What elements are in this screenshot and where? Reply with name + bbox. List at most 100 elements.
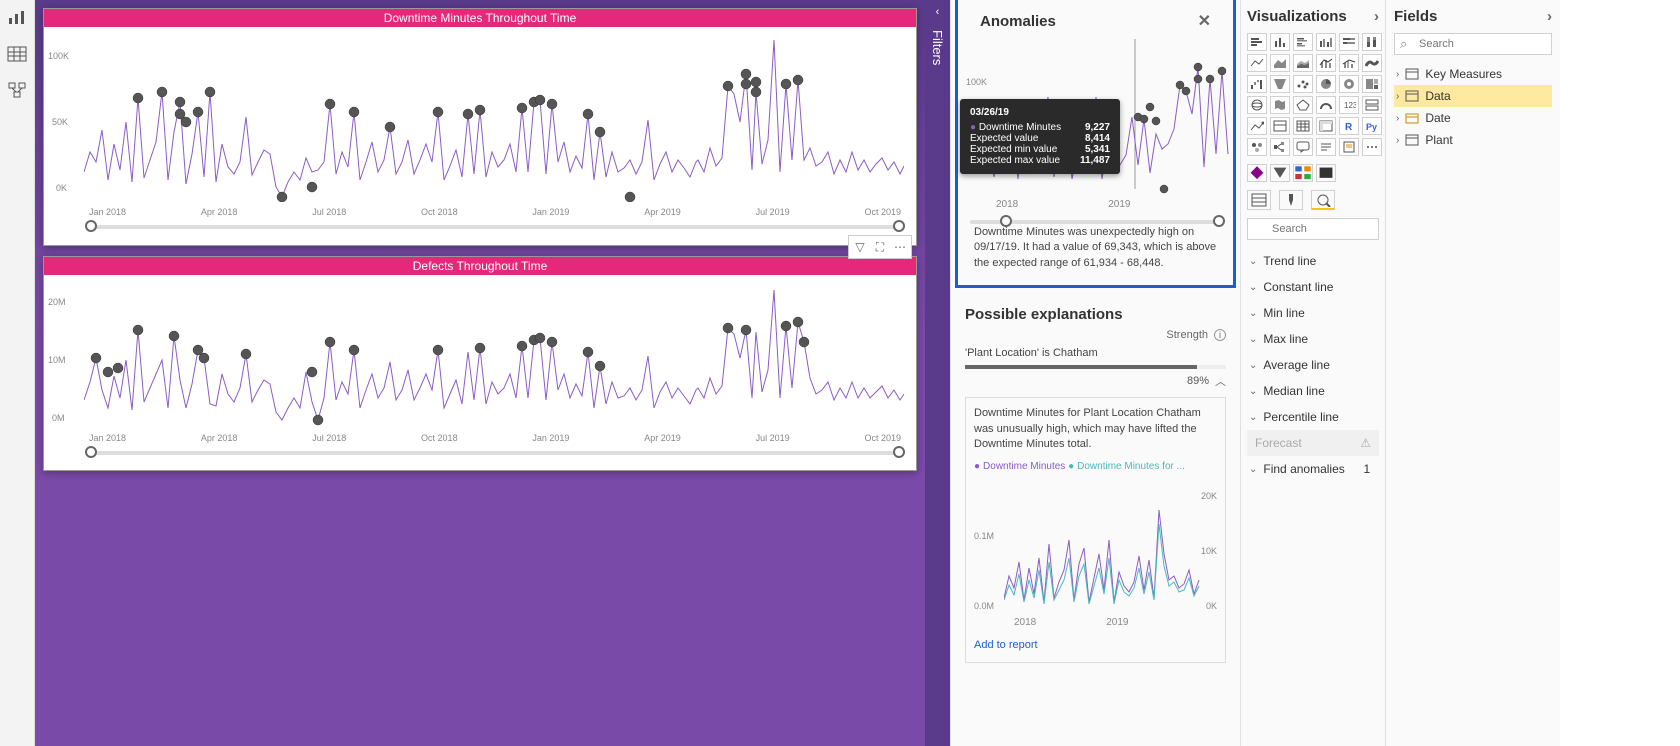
constant-line-item[interactable]: ⌄Constant line — [1247, 274, 1379, 300]
area-chart-icon[interactable] — [1270, 54, 1290, 72]
chart-svg — [84, 32, 904, 202]
x-tick: Jul 2019 — [756, 433, 790, 443]
donut-icon[interactable] — [1339, 75, 1359, 93]
ribbon-chart-icon[interactable] — [1362, 54, 1382, 72]
focus-mode-icon[interactable]: ⛶ — [871, 238, 889, 256]
time-slider[interactable] — [89, 451, 901, 455]
max-line-item[interactable]: ⌄Max line — [1247, 326, 1379, 352]
median-line-item[interactable]: ⌄Median line — [1247, 378, 1379, 404]
chevron-left-icon[interactable]: ‹ — [936, 6, 940, 18]
add-to-report-link[interactable]: Add to report — [974, 638, 1038, 653]
chevron-up-icon[interactable]: ︿ — [1215, 373, 1226, 389]
line-chart-icon[interactable] — [1247, 54, 1267, 72]
explanation-mini-chart: 0.1M 0.0M 20K 10K 0K 2018 2019 — [974, 480, 1217, 630]
info-icon[interactable]: i — [1214, 329, 1226, 341]
prop-label: Trend line — [1263, 254, 1316, 268]
slider-handle-start[interactable] — [85, 220, 97, 232]
kpi-icon[interactable] — [1247, 117, 1267, 135]
stacked-column-icon[interactable] — [1270, 33, 1290, 51]
prop-label: Median line — [1263, 384, 1324, 398]
anomalies-mini-chart[interactable]: 100K 03/26/19 ● Downtime Minutes9,227 Ex… — [966, 39, 1225, 219]
fields-search-input[interactable] — [1394, 33, 1552, 55]
stacked-bar-icon[interactable] — [1247, 33, 1267, 51]
anomalies-highlight-box: Anomalies ✕ 100K 03/26/19 ● Downtime Min… — [955, 0, 1236, 288]
scatter-icon[interactable] — [1293, 75, 1313, 93]
slider-handle-start[interactable] — [1000, 215, 1012, 227]
analytics-tab-icon[interactable] — [1311, 190, 1335, 210]
analytics-search-input[interactable] — [1247, 218, 1379, 240]
qa-visual-icon[interactable] — [1293, 138, 1313, 156]
x-tick: Jan 2018 — [89, 207, 126, 217]
power-apps-icon[interactable] — [1247, 164, 1267, 182]
app-source-icon[interactable] — [1293, 164, 1313, 182]
time-slider[interactable] — [970, 220, 1221, 224]
model-view-icon[interactable] — [7, 82, 27, 98]
gauge-icon[interactable] — [1316, 96, 1336, 114]
card-icon[interactable]: 123 — [1339, 96, 1359, 114]
100-stacked-column-icon[interactable] — [1362, 33, 1382, 51]
x-tick: Apr 2018 — [201, 433, 238, 443]
more-options-icon[interactable]: ⋯ — [891, 238, 909, 256]
filter-icon[interactable]: ▽ — [851, 238, 869, 256]
chevron-right-icon[interactable]: › — [1374, 8, 1379, 25]
min-line-item[interactable]: ⌄Min line — [1247, 300, 1379, 326]
map-icon[interactable] — [1247, 96, 1267, 114]
treemap-icon[interactable] — [1362, 75, 1382, 93]
clustered-column-icon[interactable] — [1316, 33, 1336, 51]
fields-tab-icon[interactable] — [1247, 190, 1271, 210]
chart-downtime-minutes[interactable]: Downtime Minutes Throughout Time 100K 50… — [43, 8, 917, 246]
power-automate-icon[interactable] — [1270, 164, 1290, 182]
slider-handle-end[interactable] — [893, 220, 905, 232]
filters-pane-collapsed[interactable]: ‹ Filters — [925, 0, 950, 746]
time-slider[interactable] — [89, 225, 901, 229]
chart-defects[interactable]: ▽ ⛶ ⋯ Defects Throughout Time 20M 10M 0M… — [43, 256, 917, 471]
field-plant[interactable]: ›Plant — [1394, 129, 1552, 151]
matrix-icon[interactable] — [1316, 117, 1336, 135]
chevron-right-icon[interactable]: › — [1547, 8, 1552, 25]
slider-handle-end[interactable] — [893, 446, 905, 458]
smart-narrative-icon[interactable] — [1316, 138, 1336, 156]
slider-handle-end[interactable] — [1213, 215, 1225, 227]
clustered-bar-icon[interactable] — [1293, 33, 1313, 51]
y-tick: 0M — [52, 413, 65, 423]
paginated-report-icon[interactable] — [1339, 138, 1359, 156]
close-icon[interactable]: ✕ — [1198, 11, 1211, 31]
data-view-icon[interactable] — [7, 46, 27, 62]
field-date[interactable]: ›Date — [1394, 107, 1552, 129]
filled-map-icon[interactable] — [1270, 96, 1290, 114]
average-line-item[interactable]: ⌄Average line — [1247, 352, 1379, 378]
x-tick: 2018 — [996, 199, 1018, 210]
x-tick: Jul 2018 — [312, 207, 346, 217]
shape-map-icon[interactable] — [1293, 96, 1313, 114]
field-key-measures[interactable]: ›Key Measures — [1394, 63, 1552, 85]
line-clustered-column-icon[interactable] — [1339, 54, 1359, 72]
decomposition-tree-icon[interactable] — [1270, 138, 1290, 156]
key-influencers-icon[interactable] — [1247, 138, 1267, 156]
pie-icon[interactable] — [1316, 75, 1336, 93]
field-data[interactable]: ›Data — [1394, 85, 1552, 107]
100-stacked-bar-icon[interactable] — [1339, 33, 1359, 51]
more-visuals-icon[interactable] — [1362, 138, 1382, 156]
anomalies-title: Anomalies — [980, 13, 1056, 30]
report-view-icon[interactable] — [7, 10, 27, 26]
table-icon[interactable] — [1293, 117, 1313, 135]
visual-extras-row — [1247, 164, 1379, 182]
python-visual-icon[interactable]: Py — [1362, 117, 1382, 135]
trend-line-item[interactable]: ⌄Trend line — [1247, 248, 1379, 274]
stacked-area-icon[interactable] — [1293, 54, 1313, 72]
r-visual-icon[interactable]: R — [1339, 117, 1359, 135]
multi-row-card-icon[interactable] — [1362, 96, 1382, 114]
percentile-line-item[interactable]: ⌄Percentile line — [1247, 404, 1379, 430]
custom-visual-icon[interactable] — [1316, 164, 1336, 182]
x-tick: Apr 2019 — [644, 433, 681, 443]
slicer-icon[interactable] — [1270, 117, 1290, 135]
prop-label: Constant line — [1263, 280, 1333, 294]
funnel-icon[interactable] — [1270, 75, 1290, 93]
slider-handle-start[interactable] — [85, 446, 97, 458]
waterfall-icon[interactable] — [1247, 75, 1267, 93]
visualizations-panel: Visualizations › 123 R Py — [1240, 0, 1385, 746]
format-tab-icon[interactable] — [1279, 190, 1303, 210]
find-anomalies-item[interactable]: ⌄Find anomalies 1 — [1247, 456, 1379, 482]
line-stacked-column-icon[interactable] — [1316, 54, 1336, 72]
chart-title: Defects Throughout Time — [44, 257, 916, 275]
